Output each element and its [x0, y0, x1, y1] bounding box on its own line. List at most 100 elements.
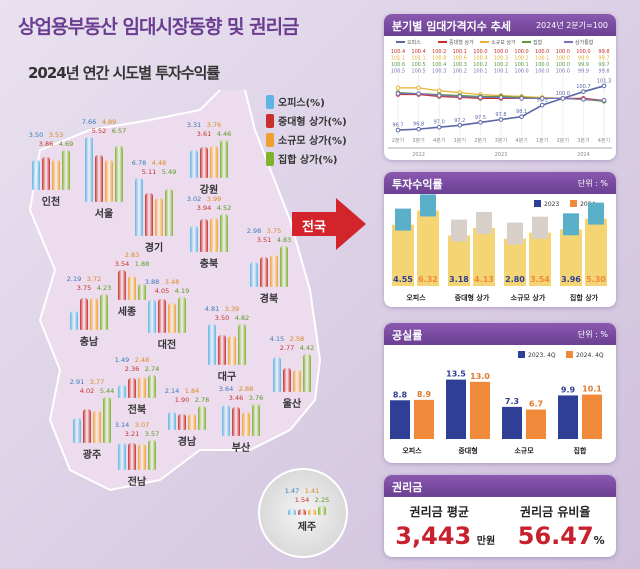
- data-label: 100.0: [473, 49, 487, 55]
- data-label: 100.4: [473, 56, 487, 62]
- legend-label: 집합: [533, 39, 543, 46]
- region-value: 3.72: [86, 275, 102, 284]
- region-value: 2.14: [164, 387, 180, 396]
- region-value: 4.46: [216, 130, 232, 139]
- region-value: 2.98: [246, 226, 262, 235]
- region-value: 4.81: [204, 305, 220, 314]
- legend-label: 오피스: [407, 39, 421, 46]
- value-label: 5.30: [586, 275, 606, 284]
- region-value: 2.74: [144, 364, 160, 373]
- data-point: [581, 89, 586, 94]
- data-label: 97.5: [475, 115, 486, 121]
- data-label: 99.7: [598, 62, 609, 68]
- building-bar: [448, 235, 470, 286]
- category-label: 집합 상가: [570, 293, 599, 302]
- region-bar: [158, 298, 166, 333]
- x-tick-label: 2분기: [392, 137, 404, 144]
- data-label: 100.2: [473, 62, 487, 68]
- category-label: 오피스: [402, 446, 422, 455]
- region-value: 3.48: [164, 278, 180, 287]
- region-value: 3.51: [256, 235, 272, 244]
- category-label: 중대형 상가: [455, 293, 490, 302]
- region-label: 대전: [157, 340, 177, 351]
- premium-avg-unit: 만원: [476, 536, 496, 547]
- data-label: 100.2: [514, 56, 528, 62]
- region-bar: [85, 136, 93, 202]
- region-cluster-12: 2.91 4.02 3.77 5.44: [70, 373, 114, 443]
- region-value: 4.15: [269, 335, 285, 344]
- region-value: 3.77: [89, 377, 105, 386]
- year-label: 2024: [577, 152, 590, 158]
- region-bar: [188, 414, 196, 430]
- region-bar: [135, 178, 143, 236]
- building-icon: [395, 208, 411, 231]
- data-label: 99.8: [598, 69, 609, 75]
- region-value: 5.49: [161, 168, 177, 177]
- value-label: 3.54: [530, 275, 550, 284]
- value-label: 3.96: [561, 275, 581, 284]
- region-cluster-15: 3.14 3.21 3.07 3.57: [115, 400, 159, 470]
- data-point: [519, 114, 524, 119]
- region-cluster-6: 2.19 3.75 3.72 4.23: [67, 260, 111, 330]
- region-value: 3.50: [214, 314, 230, 323]
- region-bar: [220, 213, 228, 252]
- data-label: 100.2: [453, 69, 467, 75]
- x-tick-label: 4분기: [515, 137, 527, 144]
- region-label: 제주: [297, 522, 317, 533]
- panel-title: 투자수익률: [392, 178, 443, 191]
- region-label: 울산: [282, 399, 302, 410]
- year-label: 2022: [412, 152, 425, 158]
- data-label: 100.1: [535, 56, 549, 62]
- region-value: 7.66: [81, 117, 97, 126]
- region-value: 2.36: [124, 364, 140, 373]
- region-cluster-5: 3.54 2.83 1.88: [108, 230, 149, 300]
- legend-label: 2024. 4Q: [576, 352, 604, 359]
- data-point: [581, 97, 586, 102]
- region-cluster-11: 1.49 2.36 2.48 2.74: [115, 328, 159, 398]
- data-label: 99.8: [598, 49, 609, 55]
- region-bar: [145, 192, 153, 236]
- investment-return-panel: 투자수익률 단위 : % 2023 2024 4.55 6.32 오피스 3.18 4.13 중…: [384, 172, 616, 307]
- data-label: 100.1: [494, 69, 508, 75]
- x-tick-label: 2분기: [557, 137, 569, 144]
- building-icon: [476, 211, 492, 234]
- data-point: [436, 88, 442, 94]
- data-label: 100.3: [453, 62, 467, 68]
- data-point: [519, 96, 524, 101]
- legend-medium: 중대형 상가(%): [266, 111, 347, 130]
- data-label: 100.4: [432, 62, 446, 68]
- data-point: [416, 85, 421, 91]
- region-bar: [80, 298, 88, 330]
- region-value: 1.84: [184, 387, 200, 396]
- data-label: 100.0: [556, 62, 570, 68]
- data-label: 97.2: [454, 118, 465, 124]
- region-bar: [210, 146, 218, 178]
- region-bar: [118, 385, 126, 398]
- data-point: [601, 83, 607, 89]
- region-label: 충북: [199, 259, 219, 270]
- data-label: 100.0: [514, 69, 528, 75]
- value-label: 3.18: [449, 275, 469, 284]
- value-label: 6.32: [418, 275, 438, 284]
- region-value: 1.41: [304, 487, 320, 495]
- investment-bar-chart: 2023 2024 4.55 6.32 오피스 3.18 4.13 중대형 상가 2.80 3.5…: [392, 194, 607, 302]
- data-label: 96.8: [413, 122, 424, 128]
- region-label: 경기: [144, 243, 164, 254]
- data-point: [539, 102, 545, 108]
- region-value: 5.52: [91, 126, 107, 135]
- legend-label: 중대형 상가: [449, 39, 474, 46]
- data-label: 100.2: [432, 49, 446, 55]
- region-value: 3.21: [124, 429, 140, 438]
- building-icon: [420, 194, 436, 217]
- vacancy-bar: [526, 409, 546, 439]
- region-label: 인천: [41, 197, 61, 208]
- data-label: 99.7: [598, 56, 609, 62]
- data-label: 100.5: [411, 62, 425, 68]
- region-bar: [148, 439, 156, 470]
- region-value: 1.88: [134, 259, 150, 268]
- data-point: [601, 98, 607, 103]
- legend-label: 소규모 상가(%): [278, 136, 347, 147]
- region-bar: [303, 354, 311, 392]
- legend-label: 중대형 상가(%): [278, 117, 347, 128]
- region-bar: [190, 149, 198, 178]
